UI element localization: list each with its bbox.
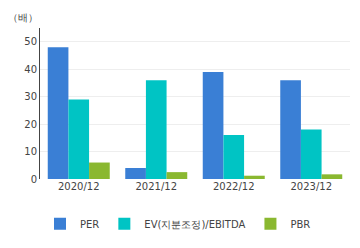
svg-text:30: 30 <box>24 91 37 102</box>
svg-text:0: 0 <box>31 174 37 185</box>
svg-text:2020/12: 2020/12 <box>58 181 100 192</box>
svg-text:10: 10 <box>24 146 37 157</box>
svg-text:2022/12: 2022/12 <box>213 181 255 192</box>
svg-text:50: 50 <box>24 36 37 47</box>
svg-text:（배）: （배） <box>8 12 38 23</box>
svg-text:2023/12: 2023/12 <box>290 181 332 192</box>
svg-text:20: 20 <box>24 119 37 130</box>
svg-text:40: 40 <box>24 64 37 75</box>
svg-text:2021/12: 2021/12 <box>135 181 177 192</box>
svg-text:EV(지분조정)/EBITDA: EV(지분조정)/EBITDA <box>144 219 245 230</box>
svg-text:PBR: PBR <box>290 219 310 230</box>
svg-text:PER: PER <box>80 219 99 230</box>
